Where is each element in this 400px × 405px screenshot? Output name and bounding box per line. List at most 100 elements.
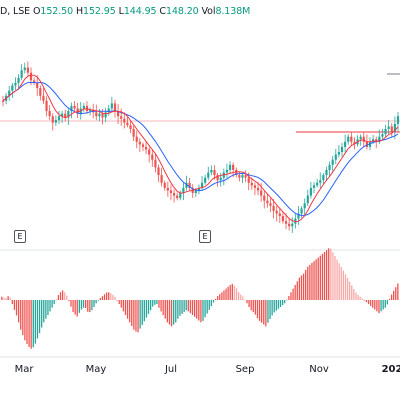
histogram-bar (363, 300, 365, 301)
candle-body (1, 100, 5, 102)
histogram-bar (49, 300, 51, 312)
candle-body (176, 195, 179, 199)
histogram-bar (122, 300, 125, 312)
histogram-bar (185, 300, 187, 311)
histogram-bar (156, 300, 158, 305)
histogram-bar (200, 300, 202, 323)
candle-body (33, 80, 36, 83)
x-axis-label: 202 (381, 364, 400, 375)
candle-body (36, 82, 39, 89)
histogram-bar (5, 297, 7, 300)
histogram-bar (189, 300, 192, 314)
histogram-bar (380, 300, 382, 312)
candle-body (107, 108, 110, 113)
candle-body (166, 187, 169, 191)
legend-open-label: O (33, 6, 41, 17)
candle-body (157, 167, 160, 176)
candle-body (210, 169, 213, 173)
histogram-bar (393, 290, 395, 300)
histogram-bar (233, 285, 236, 300)
candle-body (148, 149, 151, 155)
candle-body (29, 72, 33, 81)
candle-body (322, 175, 325, 181)
histogram-bar (265, 300, 267, 327)
histogram-bar (108, 292, 110, 300)
x-axis-label: May (85, 364, 107, 375)
candle-body (172, 193, 176, 196)
candle-body (225, 169, 229, 173)
histogram-bar (173, 300, 175, 325)
histogram-bar (273, 300, 275, 313)
legend-open-value: 152.50 (40, 6, 74, 17)
legend-low-value: 144.95 (123, 6, 157, 17)
candle-body (151, 154, 154, 160)
histogram-bar (85, 300, 87, 309)
candle-body (185, 182, 188, 188)
histogram-bar (66, 295, 68, 300)
histogram-bar (275, 300, 277, 311)
histogram-bar (361, 298, 363, 300)
histogram-bar (263, 300, 265, 325)
x-axis-label: Sep (235, 364, 255, 375)
histogram-bar (244, 299, 246, 301)
candle-body (169, 190, 173, 193)
histogram-bar (223, 290, 225, 300)
histogram-bar (141, 300, 143, 325)
candle-body (197, 187, 201, 191)
histogram-bar (367, 300, 370, 305)
histogram-bar (87, 300, 89, 312)
histogram-bar (321, 253, 324, 300)
histogram-bar (212, 300, 215, 303)
histogram-bar (135, 300, 137, 332)
histogram-bar (47, 300, 49, 316)
histogram-bar (191, 300, 194, 316)
histogram-bar (338, 263, 340, 300)
histogram-bar (235, 288, 238, 300)
histogram-bar (258, 300, 261, 321)
histogram-bar (210, 300, 213, 307)
histogram-bar (93, 300, 95, 307)
histogram-bar (13, 300, 16, 310)
histogram-bar (307, 266, 309, 300)
histogram-bar (286, 299, 288, 301)
earnings-marker[interactable]: E (199, 230, 211, 243)
candle-body (232, 164, 235, 170)
histogram-bar (193, 300, 196, 317)
histogram-bar (317, 257, 319, 300)
histogram-bar (11, 300, 13, 305)
histogram-bar (72, 300, 74, 313)
x-axis-label: Nov (309, 364, 329, 375)
histogram-bar (166, 300, 169, 323)
histogram-bar (164, 300, 166, 319)
earnings-marker[interactable]: E (14, 230, 26, 243)
histogram-bar (328, 248, 330, 300)
histogram-bar (256, 300, 259, 319)
candle-body (216, 175, 219, 181)
histogram-bar (346, 278, 349, 300)
candle-body (353, 141, 356, 145)
histogram-bar (15, 300, 18, 316)
histogram-bar (95, 300, 97, 304)
candle-body (378, 136, 381, 142)
candle-body (23, 67, 26, 71)
candle-body (135, 136, 138, 142)
candle-body (26, 67, 29, 73)
histogram-bar (382, 300, 384, 310)
histogram-bar (187, 300, 189, 312)
histogram-bar (57, 295, 60, 300)
histogram-bar (30, 300, 32, 349)
histogram-bar (1, 296, 3, 300)
histogram-bar (208, 300, 210, 310)
histogram-bar (269, 300, 271, 320)
candle-body (278, 213, 281, 217)
legend-high-value: 152.95 (83, 6, 116, 17)
histogram-bar (149, 300, 152, 311)
candle-body (141, 144, 145, 147)
histogram-bar (120, 300, 122, 308)
histogram-bar (296, 281, 298, 300)
candle-body (241, 175, 244, 178)
histogram-bar (160, 300, 162, 312)
histogram-bar (179, 300, 181, 316)
